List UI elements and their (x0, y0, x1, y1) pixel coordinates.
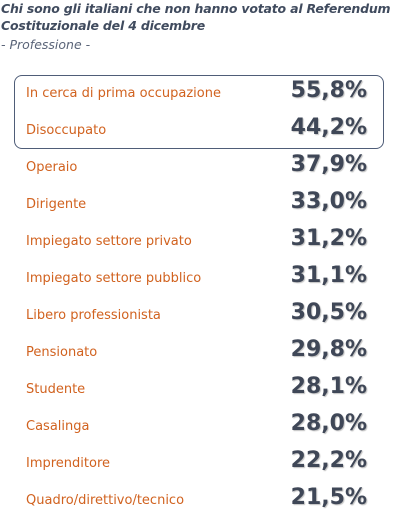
table-row: Studente 28,1% (0, 372, 411, 409)
table-row: Impiegato settore privato 31,2% (0, 224, 411, 261)
row-label: Studente (26, 382, 86, 397)
table-row: Quadro/direttivo/tecnico 21,5% (0, 483, 411, 520)
row-value: 37,9% (290, 152, 367, 177)
row-value: 31,2% (290, 226, 367, 251)
row-label: Imprenditore (26, 456, 111, 471)
chart-title: Chi sono gli italiani che non hanno vota… (1, 0, 411, 34)
row-value: 31,1% (290, 263, 367, 288)
row-value: 55,8% (290, 78, 367, 103)
highlight-box (14, 75, 384, 149)
table-row: Impiegato settore pubblico 31,1% (0, 261, 411, 298)
row-value: 29,8% (290, 337, 367, 362)
chart-title-line-1: Chi sono gli italiani che non hanno vota… (1, 1, 391, 16)
row-label: Casalinga (26, 419, 90, 434)
row-value: 21,5% (290, 485, 367, 510)
row-label: Quadro/direttivo/tecnico (26, 493, 185, 508)
row-value: 22,2% (290, 448, 367, 473)
table-row: Imprenditore 22,2% (0, 446, 411, 483)
row-label: Disoccupato (26, 123, 107, 138)
row-label: Pensionato (26, 345, 98, 360)
row-value: 30,5% (290, 300, 367, 325)
table-row: Libero professionista 30,5% (0, 298, 411, 335)
chart-subtitle: - Professione - (1, 37, 91, 52)
row-value: 44,2% (290, 115, 367, 140)
table-row: Pensionato 29,8% (0, 335, 411, 372)
chart-title-line-2: Costituzionale del 4 dicembre (1, 18, 205, 33)
row-label: Operaio (26, 160, 78, 175)
row-value: 33,0% (290, 189, 367, 214)
row-value: 28,0% (290, 411, 367, 436)
table-row: In cerca di prima occupazione 55,8% (0, 76, 411, 113)
table-row: Casalinga 28,0% (0, 409, 411, 446)
table-row: Dirigente 33,0% (0, 187, 411, 224)
row-label: Impiegato settore privato (26, 234, 192, 249)
row-label: In cerca di prima occupazione (26, 86, 221, 101)
row-value: 28,1% (290, 374, 367, 399)
table-row: Disoccupato 44,2% (0, 113, 411, 150)
table-row: Operaio 37,9% (0, 150, 411, 187)
row-label: Impiegato settore pubblico (26, 271, 202, 286)
row-label: Dirigente (26, 197, 87, 212)
row-label: Libero professionista (26, 308, 161, 323)
